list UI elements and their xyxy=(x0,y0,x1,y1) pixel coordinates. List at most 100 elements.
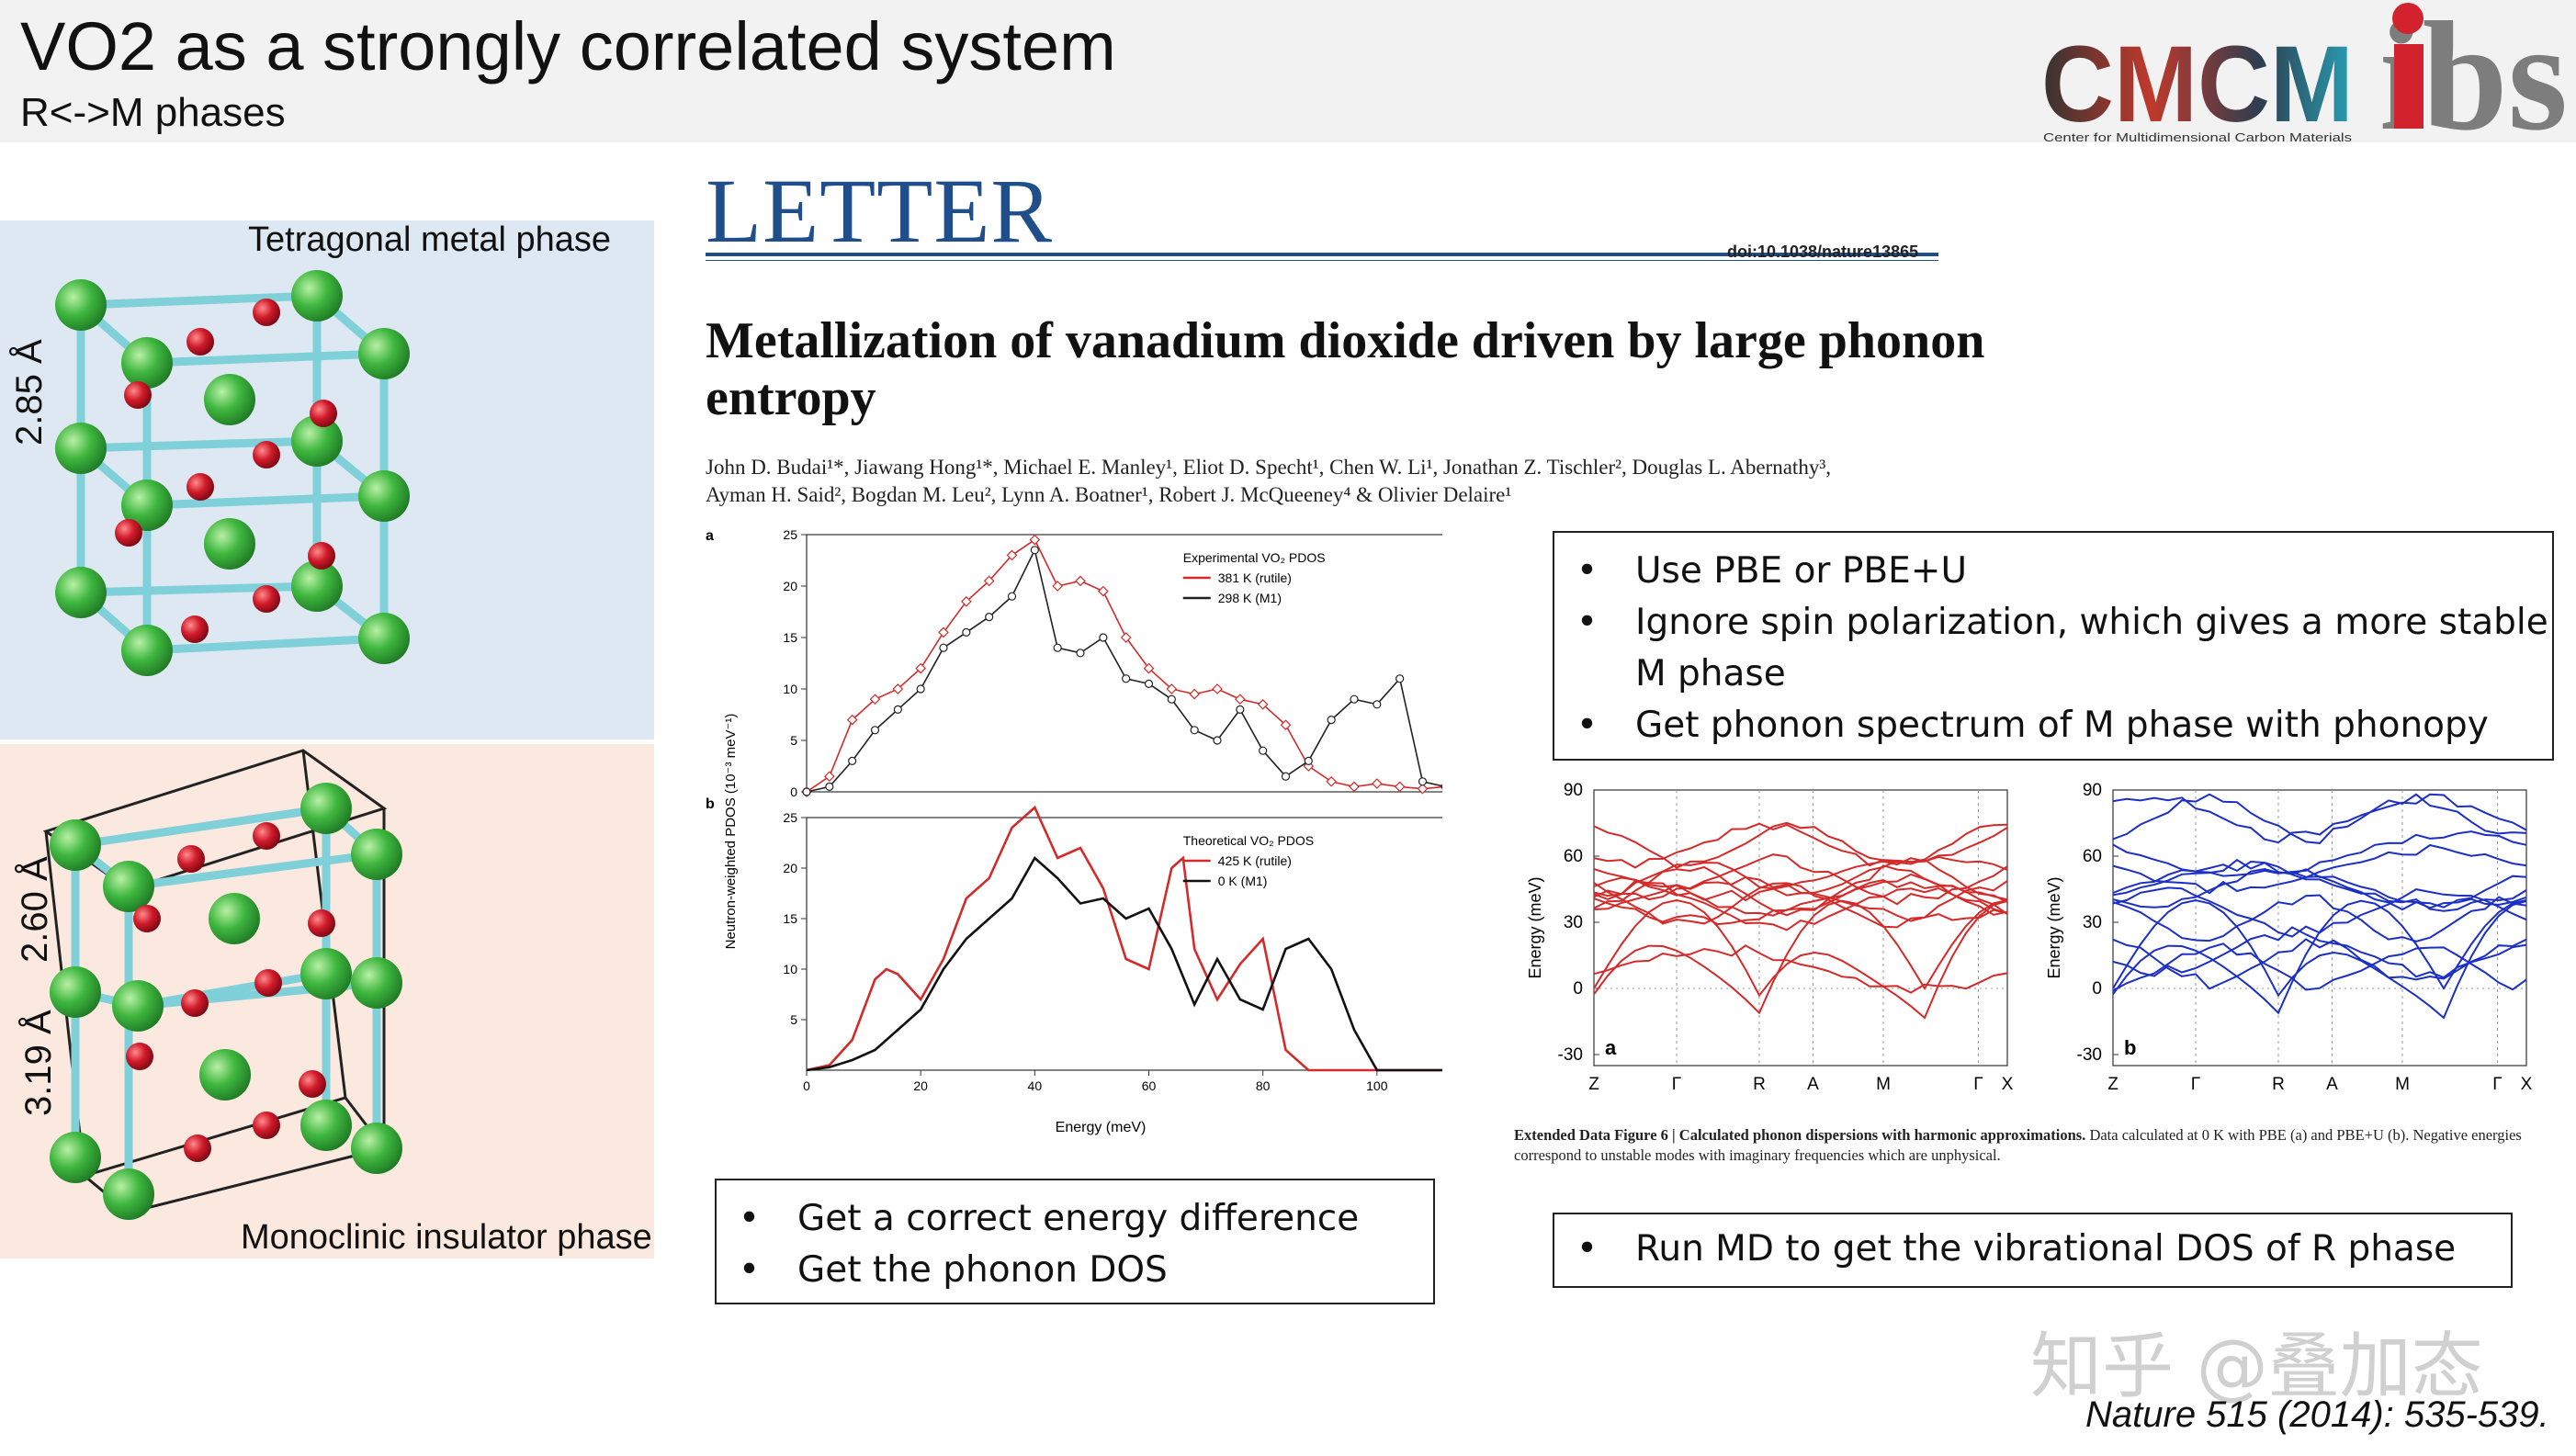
data-point xyxy=(1281,772,1291,781)
phonon-branch xyxy=(2112,793,2527,844)
data-point xyxy=(960,595,972,607)
y-tick-label: 60 xyxy=(1564,847,1583,866)
high-symmetry-label: A xyxy=(1807,1075,1819,1094)
data-point xyxy=(1234,694,1246,705)
data-point xyxy=(1304,756,1313,765)
caption-text: Data calculated at 0 K with PBE (a) and … xyxy=(1514,1126,2522,1164)
paper-doi: doi:10.1038/nature13865 xyxy=(1727,243,1919,261)
data-point xyxy=(1394,781,1406,793)
high-symmetry-label: Γ xyxy=(1672,1075,1681,1094)
y-tick-label: 0 xyxy=(2092,979,2102,999)
data-point xyxy=(1166,683,1178,694)
y-tick-label: 5 xyxy=(790,1012,797,1027)
series-line-0 xyxy=(806,805,1442,1072)
high-symmetry-label: Z xyxy=(1588,1075,1599,1094)
panel-label: b xyxy=(2124,1036,2136,1059)
cmcm-logo: CMCM Center for Multidimensional Carbon … xyxy=(2041,29,2354,145)
phonon-branch xyxy=(2112,894,2527,942)
authors-line-1: John D. Budai¹*, Jiawang Hong¹*, Michael… xyxy=(706,456,1831,479)
data-point xyxy=(1007,592,1017,601)
x-tick-label: 40 xyxy=(1028,1078,1043,1093)
y-tick-label: 10 xyxy=(783,962,797,976)
y-tick-label: 10 xyxy=(783,682,797,696)
phonon-branch xyxy=(1593,858,2008,903)
data-point xyxy=(1417,783,1429,795)
phonon-branch xyxy=(1593,899,2008,1015)
data-point xyxy=(1280,719,1292,731)
phonon-branch xyxy=(1593,855,2008,902)
data-point xyxy=(1167,694,1176,704)
y-tick-label: 15 xyxy=(783,630,797,645)
data-point xyxy=(1236,705,1245,714)
letter-heading: LETTER xyxy=(706,160,1054,262)
data-point xyxy=(870,726,880,735)
phonon-branch xyxy=(1593,880,2008,929)
high-symmetry-label: X xyxy=(2521,1075,2533,1094)
monoclinic-dimension-label-2: 3.19 Å xyxy=(18,1010,59,1116)
data-point xyxy=(893,705,902,714)
plot-frame xyxy=(806,534,1442,793)
high-symmetry-label: R xyxy=(1753,1075,1766,1094)
phonon-branch xyxy=(1593,821,2008,869)
data-point xyxy=(1418,777,1428,786)
data-point xyxy=(1052,581,1064,592)
panel-label: a xyxy=(1605,1036,1617,1059)
legend-entry: 425 K (rutile) xyxy=(1218,853,1292,868)
notes-box-bottom-right: Run MD to get the vibrational DOS of R p… xyxy=(1553,1213,2513,1288)
figure-caption: Extended Data Figure 6 | Calculated phon… xyxy=(1514,1125,2557,1166)
data-point xyxy=(1053,643,1062,652)
data-point xyxy=(1075,575,1086,587)
bullet-item: Use PBE or PBE+U xyxy=(1554,546,2552,597)
bullet-item: Run MD to get the vibrational DOS of R p… xyxy=(1554,1224,2511,1275)
phonon-branch xyxy=(2112,858,2527,909)
phonon-branch xyxy=(1593,875,2008,922)
data-point xyxy=(1257,698,1269,710)
phonon-branch xyxy=(2112,793,2527,844)
paper-title: Metallization of vanadium dioxide driven… xyxy=(706,312,1985,426)
x-tick-label: 0 xyxy=(803,1078,810,1093)
tetragonal-phase-label: Tetragonal metal phase xyxy=(248,220,612,259)
pdos-panel-a: 0 5 10 15 20 25 Experimental VO₂ PDOS 381 K (ru… xyxy=(783,527,1442,799)
pdos-figure: a b 0 5 10 15 20 25 Experimental VO₂ PDOS 381 K… xyxy=(706,527,1442,1135)
data-point xyxy=(983,575,995,587)
slide-header xyxy=(0,0,2576,142)
x-tick-label: 100 xyxy=(1366,1078,1388,1093)
pdos-y-axis-label: Neutron-weighted PDOS (10⁻³ meV⁻¹) xyxy=(723,714,739,950)
phonon-branch xyxy=(2112,898,2527,1020)
y-tick-label: 15 xyxy=(783,911,797,926)
plot-frame xyxy=(1593,789,2008,1067)
series-line-1 xyxy=(806,547,1442,793)
data-point xyxy=(892,683,904,694)
data-point xyxy=(938,626,949,638)
series-line-0 xyxy=(806,538,1442,793)
data-point xyxy=(1190,726,1199,735)
y-tick-label: -30 xyxy=(2077,1045,2102,1065)
notes-box-bottom-left: Get a correct energy difference Get the … xyxy=(715,1179,1435,1304)
y-tick-label: 20 xyxy=(783,861,797,875)
high-symmetry-label: A xyxy=(2326,1075,2338,1094)
pdos-panel-b: 510152025020406080100120Theoretical VO₂ … xyxy=(783,805,1442,1093)
monoclinic-dimension-label-1: 2.60 Å xyxy=(15,856,55,963)
cmcm-logo-caption: Center for Multidimensional Carbon Mater… xyxy=(2043,130,2353,144)
data-point xyxy=(1373,700,1382,709)
legend-title: Experimental VO₂ PDOS xyxy=(1183,550,1326,565)
x-tick-label: 20 xyxy=(913,1078,928,1093)
phonon-branch xyxy=(2112,942,2527,992)
data-point xyxy=(1144,679,1154,688)
phonon-branch xyxy=(2112,843,2527,895)
data-point xyxy=(823,771,835,783)
tetragonal-atoms xyxy=(55,270,410,676)
data-point xyxy=(1029,534,1041,546)
y-tick-label: 60 xyxy=(2083,847,2102,866)
data-point xyxy=(1350,694,1359,704)
legend-entry: 0 K (M1) xyxy=(1218,874,1268,888)
phonon-branch xyxy=(2112,830,2527,877)
y-axis-label: Energy (meV) xyxy=(1526,876,1544,978)
bullet-item: Get phonon spectrum of M phase with phon… xyxy=(1554,700,2552,751)
panel-b-label: b xyxy=(706,796,715,812)
slide-title: VO2 as a strongly correlated system xyxy=(20,8,1116,85)
y-tick-label: 25 xyxy=(783,810,797,825)
data-point xyxy=(1441,784,1442,790)
